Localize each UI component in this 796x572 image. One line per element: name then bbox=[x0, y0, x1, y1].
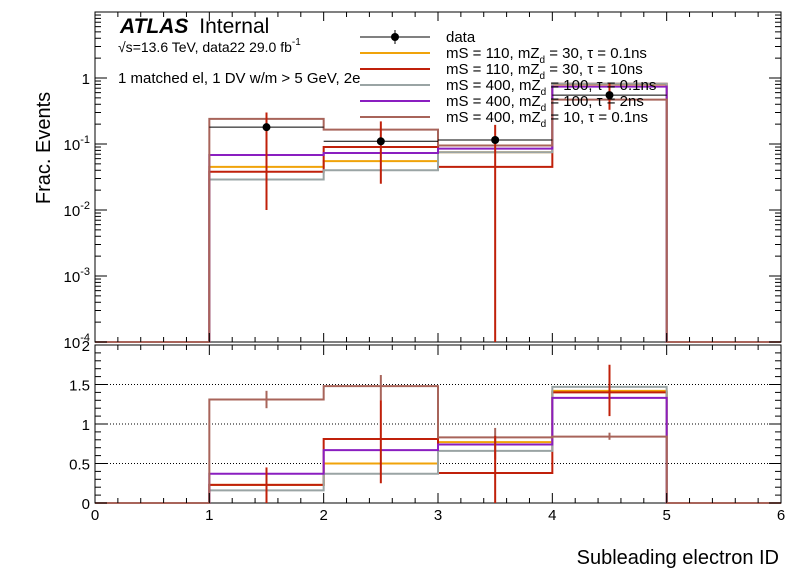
ratio-series-5 bbox=[95, 385, 781, 504]
hist-series-2 bbox=[95, 82, 781, 343]
atlas-brand: ATLAS bbox=[119, 15, 188, 38]
hist-series-3 bbox=[95, 82, 781, 343]
energy-text: =13.6 TeV, data22 29.0 fb bbox=[133, 39, 292, 55]
data-point bbox=[376, 137, 385, 146]
ratio-y-tick-label: 1.5 bbox=[69, 378, 90, 395]
ratio-y-tick-label: 2 bbox=[82, 338, 90, 355]
legend-label: mS = 110, mZd = 30, τ = 0.1ns bbox=[446, 45, 647, 66]
legend-entry-5: mS = 400, mZd = 10, τ = 0.1ns bbox=[360, 109, 648, 130]
ratio-y-tick-label: 1 bbox=[82, 417, 90, 434]
main-y-tick-label: 10-2 bbox=[64, 200, 90, 220]
data-point bbox=[262, 123, 271, 132]
main-y-tick-label: 10-1 bbox=[64, 134, 90, 154]
atlas-label: ATLAS Internal bbox=[119, 15, 269, 38]
data-point bbox=[491, 135, 500, 144]
legend-entry-0: data bbox=[360, 29, 476, 46]
ratio-y-tick-label: 0.5 bbox=[69, 457, 90, 474]
legend-entry-3: mS = 400, mZd = 100, τ = 0.1ns bbox=[360, 77, 656, 98]
legend-entry-1: mS = 110, mZd = 30, τ = 0.1ns bbox=[360, 45, 647, 66]
lumi-exponent: -1 bbox=[292, 37, 301, 48]
legend-label: mS = 110, mZd = 30, τ = 10ns bbox=[446, 61, 643, 82]
legend-label: data bbox=[446, 29, 476, 46]
ratio-x-tick-label: 3 bbox=[434, 507, 442, 524]
legend-label: mS = 400, mZd = 100, τ = 0.1ns bbox=[446, 77, 656, 98]
data-point bbox=[605, 91, 614, 100]
hist-series-5 bbox=[95, 98, 781, 343]
main-y-tick-label: 1 bbox=[82, 71, 90, 88]
legend-entry-2: mS = 110, mZd = 30, τ = 10ns bbox=[360, 61, 643, 82]
ratio-x-tick-label: 5 bbox=[662, 507, 670, 524]
sqrt-s: √s bbox=[118, 39, 133, 55]
legend-marker-point bbox=[391, 33, 399, 41]
ratio-x-tick-label: 4 bbox=[548, 507, 556, 524]
ratio-x-tick-label: 1 bbox=[205, 507, 213, 524]
main-y-tick-label: 10-4 bbox=[64, 332, 90, 352]
ratio-y-tick-label: 0 bbox=[82, 496, 90, 513]
ratio-x-tick-label: 0 bbox=[91, 507, 99, 524]
atlas-status: Internal bbox=[199, 15, 269, 38]
ratio-axes: 0 1 2 3 4 5 6 0 0.5 1 1.5 2 bbox=[69, 338, 785, 524]
main-y-tick-label: 10-3 bbox=[64, 266, 90, 286]
ratio-x-tick-label: 2 bbox=[319, 507, 327, 524]
legend-label: mS = 400, mZd = 10, τ = 0.1ns bbox=[446, 109, 648, 130]
main-axes: 1 10-1 10-2 10-3 10-4 bbox=[64, 12, 782, 352]
legend-label: mS = 400, mZd = 100, τ = 2ns bbox=[446, 93, 644, 114]
hist-series-4 bbox=[95, 85, 781, 343]
ratio-plot-area bbox=[95, 364, 781, 504]
selection-label: 1 matched el, 1 DV w/m > 5 GeV, 2e bbox=[118, 70, 361, 87]
ratio-x-tick-label: 6 bbox=[777, 507, 785, 524]
legend-entry-4: mS = 400, mZd = 100, τ = 2ns bbox=[360, 93, 644, 114]
main-plot-area bbox=[95, 82, 781, 343]
x-axis-label: Subleading electron ID bbox=[577, 547, 779, 569]
hist-series-1 bbox=[95, 83, 781, 343]
main-plot-frame bbox=[94, 11, 782, 343]
y-axis-label: Frac. Events bbox=[33, 92, 55, 204]
energy-lumi-label: √s=13.6 TeV, data22 29.0 fb-1 bbox=[118, 37, 301, 55]
